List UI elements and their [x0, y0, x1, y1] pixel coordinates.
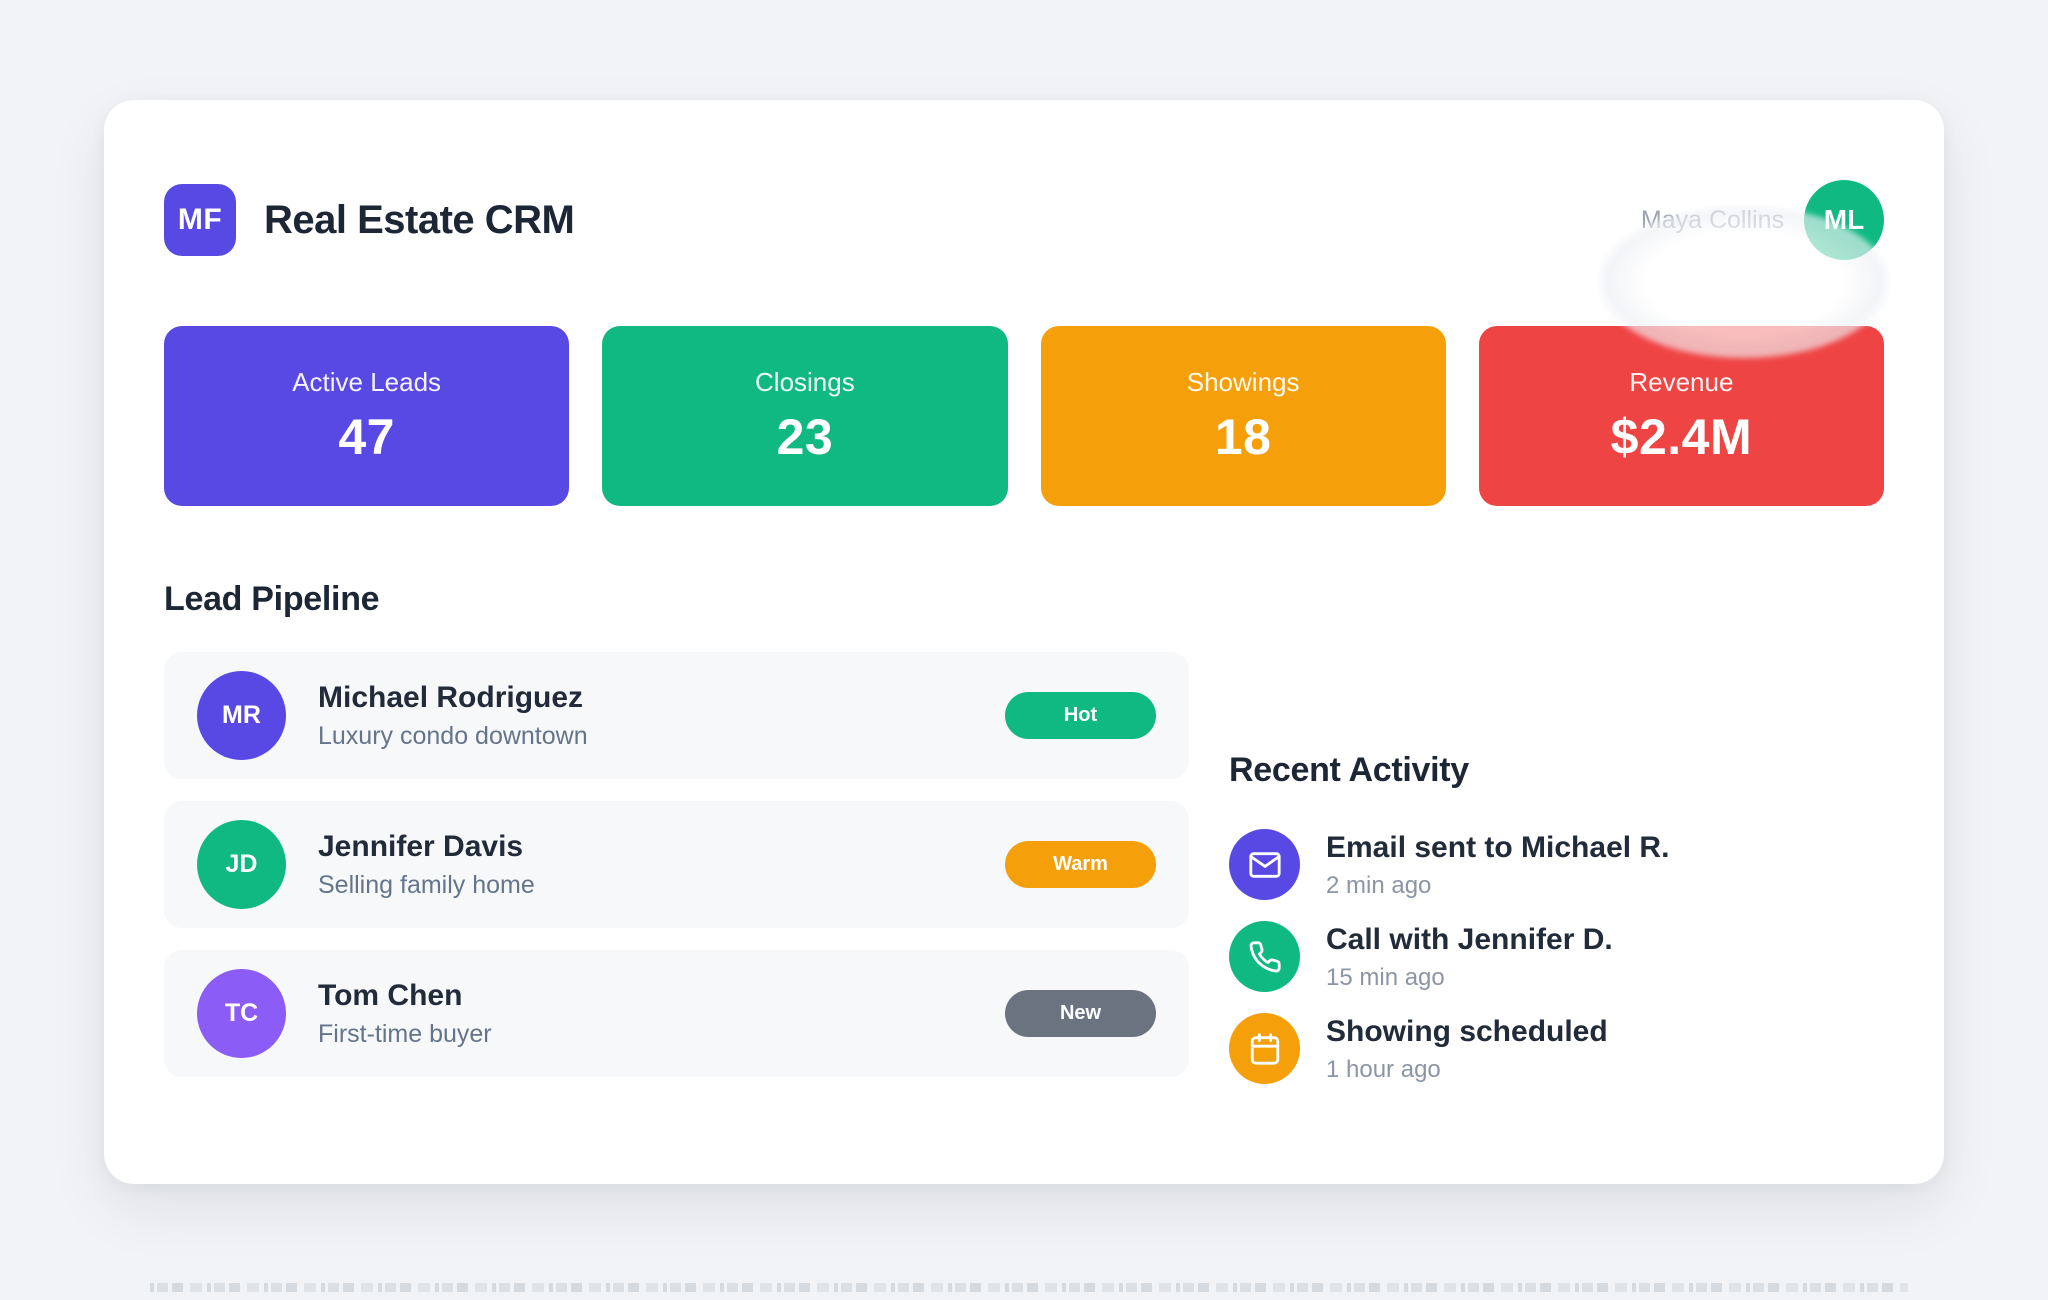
calendar-icon [1229, 1013, 1300, 1084]
recent-activity-heading: Recent Activity [1229, 751, 1469, 789]
activity-time: 2 min ago [1326, 872, 1432, 899]
lead-avatar: JD [197, 820, 286, 909]
lead-name: Tom Chen [318, 978, 463, 1012]
activity-list: Email sent to Michael R. 2 min ago Call … [1229, 829, 1884, 1084]
lead-row-michael-rodriguez[interactable]: MR Michael Rodriguez Luxury condo downto… [164, 652, 1189, 779]
lead-name: Michael Rodriguez [318, 680, 584, 714]
stat-value: 47 [338, 408, 395, 465]
stat-card-revenue: Revenue $2.4M [1478, 326, 1884, 506]
lead-name: Jennifer Davis [318, 829, 524, 863]
user-avatar[interactable]: ML [1804, 180, 1884, 260]
lead-text: Michael Rodriguez Luxury condo downtown [318, 681, 588, 751]
recent-activity-section: Recent Activity Email sent to Michael R.… [1189, 580, 1884, 1084]
lead-text: Jennifer Davis Selling family home [318, 830, 535, 900]
stat-card-closings: Closings 23 [602, 326, 1008, 506]
lead-detail: Selling family home [318, 870, 535, 899]
activity-item-showing: Showing scheduled 1 hour ago [1229, 1013, 1884, 1084]
lead-text: Tom Chen First-time buyer [318, 979, 492, 1049]
activity-item-call: Call with Jennifer D. 15 min ago [1229, 921, 1884, 992]
main-card: MF Real Estate CRM Maya Collins ML Activ… [104, 100, 1944, 1184]
activity-time: 1 hour ago [1326, 1056, 1441, 1083]
lead-list: MR Michael Rodriguez Luxury condo downto… [164, 652, 1189, 1077]
lead-detail: Luxury condo downtown [318, 721, 588, 750]
lead-status-badge: Hot [1005, 692, 1156, 739]
lead-row-tom-chen[interactable]: TC Tom Chen First-time buyer New [164, 950, 1189, 1077]
activity-title: Email sent to Michael R. [1326, 831, 1670, 864]
stats-row: Active Leads 47 Closings 23 Showings 18 … [164, 326, 1884, 506]
lead-detail: First-time buyer [318, 1019, 492, 1048]
lead-avatar: MR [197, 671, 286, 760]
stat-label: Showings [1186, 366, 1300, 397]
lead-row-jennifer-davis[interactable]: JD Jennifer Davis Selling family home Wa… [164, 801, 1189, 928]
user-name: Maya Collins [1640, 205, 1784, 234]
lead-pipeline-section: Lead Pipeline MR Michael Rodriguez Luxur… [164, 580, 1189, 1084]
app-logo: MF [164, 184, 236, 256]
stat-value: $2.4M [1610, 408, 1753, 465]
stat-value: 23 [776, 408, 834, 465]
phone-icon [1229, 921, 1300, 992]
stat-card-showings: Showings 18 [1040, 326, 1446, 506]
stat-label: Active Leads [292, 366, 442, 397]
brand: MF Real Estate CRM [164, 184, 575, 256]
bottom-microtext-strip [150, 1283, 1908, 1292]
activity-time: 15 min ago [1326, 964, 1445, 991]
user-profile[interactable]: Maya Collins ML [1641, 180, 1884, 260]
header: MF Real Estate CRM Maya Collins ML [164, 100, 1884, 260]
stat-value: 18 [1214, 408, 1272, 465]
activity-text: Email sent to Michael R. 2 min ago [1326, 829, 1669, 900]
stat-card-active-leads: Active Leads 47 [164, 326, 570, 506]
lead-status-badge: New [1005, 990, 1156, 1037]
activity-text: Call with Jennifer D. 15 min ago [1326, 921, 1613, 992]
activity-item-email: Email sent to Michael R. 2 min ago [1229, 829, 1884, 900]
activity-title: Call with Jennifer D. [1326, 923, 1613, 956]
activity-title: Showing scheduled [1326, 1015, 1608, 1048]
content-columns: Lead Pipeline MR Michael Rodriguez Luxur… [164, 580, 1884, 1084]
mail-icon [1229, 829, 1300, 900]
page-title: Real Estate CRM [264, 197, 575, 242]
lead-avatar: TC [197, 969, 286, 1058]
stat-label: Revenue [1629, 366, 1734, 397]
lead-pipeline-heading: Lead Pipeline [164, 580, 380, 618]
activity-text: Showing scheduled 1 hour ago [1326, 1013, 1608, 1084]
stat-label: Closings [755, 366, 855, 397]
lead-status-badge: Warm [1005, 841, 1156, 888]
